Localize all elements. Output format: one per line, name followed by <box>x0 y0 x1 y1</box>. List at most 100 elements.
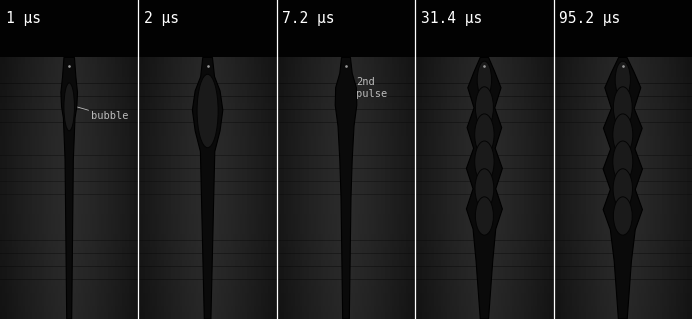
Bar <box>554 129 692 136</box>
Bar <box>0 273 138 280</box>
Bar <box>392 57 395 319</box>
Bar <box>201 57 203 319</box>
Bar <box>23 57 26 319</box>
Bar <box>42 57 44 319</box>
Bar <box>528 57 531 319</box>
Bar <box>669 57 672 319</box>
Bar <box>138 279 277 286</box>
Text: 7.2 μs: 7.2 μs <box>282 11 335 26</box>
Bar <box>247 57 250 319</box>
Bar <box>415 273 554 280</box>
Bar <box>362 57 365 319</box>
Bar <box>330 57 333 319</box>
Bar <box>554 181 692 188</box>
Ellipse shape <box>475 169 494 209</box>
Bar <box>554 260 692 267</box>
Bar <box>97 57 100 319</box>
Bar <box>480 57 483 319</box>
Bar <box>554 155 692 162</box>
Bar <box>554 247 692 254</box>
Bar <box>448 57 450 319</box>
Bar <box>381 57 383 319</box>
Bar <box>171 57 174 319</box>
Bar <box>0 64 138 70</box>
Bar <box>521 57 525 319</box>
Bar <box>468 57 471 319</box>
Bar <box>415 253 554 260</box>
Bar <box>632 57 635 319</box>
Bar <box>554 214 692 221</box>
Bar <box>138 162 277 169</box>
Bar <box>337 57 340 319</box>
Bar <box>55 57 58 319</box>
Bar <box>554 207 692 214</box>
Bar <box>120 57 123 319</box>
Bar <box>471 57 473 319</box>
Bar <box>203 57 206 319</box>
Bar <box>415 260 554 267</box>
Bar <box>519 57 522 319</box>
Bar <box>554 175 692 182</box>
Bar <box>277 260 415 267</box>
Bar <box>277 201 415 208</box>
Bar <box>0 253 138 260</box>
Bar <box>268 57 271 319</box>
Bar <box>554 149 692 156</box>
Bar <box>554 227 692 234</box>
Bar <box>277 240 415 247</box>
Bar <box>417 57 421 319</box>
Bar <box>154 57 158 319</box>
Bar <box>554 136 692 142</box>
Bar <box>277 129 415 136</box>
Bar <box>646 57 649 319</box>
Bar <box>138 306 277 313</box>
Bar <box>648 57 651 319</box>
Bar <box>346 57 349 319</box>
Bar <box>138 90 277 97</box>
Bar <box>138 0 277 319</box>
Bar <box>510 57 513 319</box>
Bar <box>166 57 169 319</box>
Text: 1 μs: 1 μs <box>6 11 41 26</box>
Bar <box>0 247 138 254</box>
Bar <box>443 57 446 319</box>
Bar <box>76 57 79 319</box>
Bar <box>90 57 93 319</box>
Bar <box>683 57 686 319</box>
Bar <box>318 57 321 319</box>
Bar <box>0 96 138 103</box>
Bar <box>576 57 580 319</box>
Bar <box>441 57 444 319</box>
Bar <box>415 227 554 234</box>
Bar <box>277 221 415 227</box>
Bar <box>489 57 492 319</box>
Bar <box>415 194 554 201</box>
Bar <box>554 64 692 70</box>
Bar <box>138 96 277 103</box>
Bar <box>300 57 303 319</box>
Bar <box>344 57 347 319</box>
Bar <box>254 57 257 319</box>
Bar <box>7 57 10 319</box>
Bar <box>138 227 277 234</box>
Bar <box>415 247 554 254</box>
Bar <box>655 57 658 319</box>
Bar <box>138 273 277 280</box>
Bar <box>138 260 277 267</box>
Bar <box>554 57 692 64</box>
Bar <box>277 70 415 77</box>
Bar <box>175 57 179 319</box>
Bar <box>563 57 566 319</box>
Bar <box>21 57 24 319</box>
Bar <box>685 57 688 319</box>
Bar <box>143 57 146 319</box>
Bar <box>657 57 660 319</box>
Bar <box>138 175 277 182</box>
Bar <box>168 57 172 319</box>
Bar <box>415 240 554 247</box>
Bar <box>554 273 692 280</box>
Bar <box>187 57 190 319</box>
Bar <box>235 57 238 319</box>
Bar <box>0 0 138 57</box>
Bar <box>0 129 138 136</box>
